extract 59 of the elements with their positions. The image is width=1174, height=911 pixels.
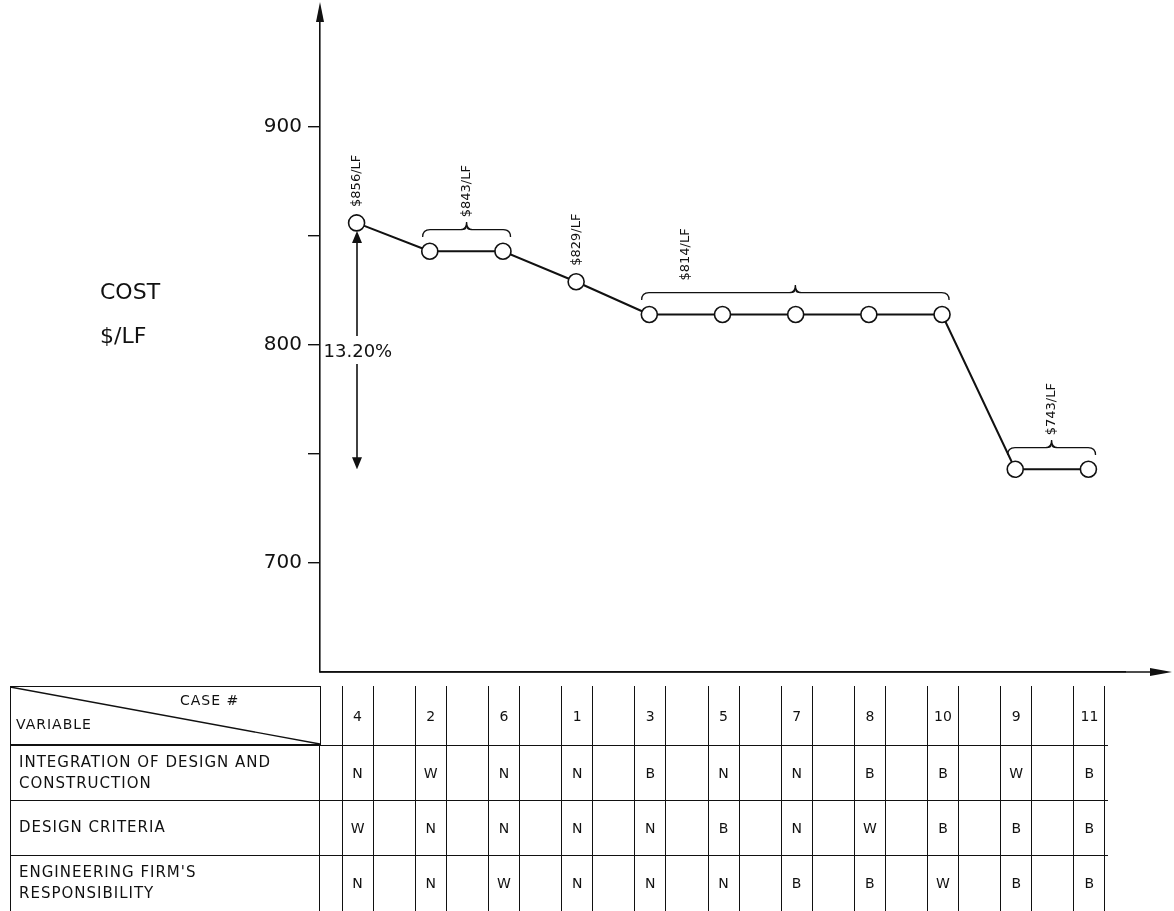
x-tick-label: 2 <box>414 686 447 745</box>
text: B <box>707 800 740 855</box>
text: B <box>1000 855 1033 911</box>
x-tick-label: 9 <box>1000 686 1033 745</box>
text: INTEGRATION OF DESIGN AND CONSTRUCTION <box>10 745 320 800</box>
y-tick-label: 800 <box>263 331 302 356</box>
data-label: $814/LF <box>677 228 693 281</box>
x-tick-label: 3 <box>634 686 667 745</box>
x-tick-label: 5 <box>707 686 740 745</box>
text: VARIABLE <box>16 716 92 732</box>
text: N <box>780 800 813 855</box>
text: W <box>853 800 886 855</box>
text: B <box>1073 745 1106 800</box>
data-label: $743/LF <box>1043 383 1059 436</box>
text: B <box>927 800 960 855</box>
text: N <box>780 745 813 800</box>
text: W <box>927 855 960 911</box>
text: N <box>487 800 520 855</box>
x-tick-label: 6 <box>487 686 520 745</box>
text: N <box>487 745 520 800</box>
text: ENGINEERING FIRM'S RESPONSIBILITY <box>10 855 320 911</box>
text: B <box>853 855 886 911</box>
text: N <box>561 800 594 855</box>
text: B <box>780 855 813 911</box>
text: B <box>853 745 886 800</box>
text: B <box>1000 800 1033 855</box>
text: N <box>341 745 374 800</box>
y-axis-title: COST $/LF <box>100 278 162 350</box>
text: B <box>1073 855 1106 911</box>
text: N <box>634 800 667 855</box>
text: N <box>414 800 447 855</box>
text: W <box>487 855 520 911</box>
data-label: $843/LF <box>457 165 473 218</box>
x-tick-label: 8 <box>853 686 886 745</box>
x-tick-label: 11 <box>1073 686 1106 745</box>
text: N <box>414 855 447 911</box>
text: N <box>634 855 667 911</box>
text: N <box>561 745 594 800</box>
text: W <box>1000 745 1033 800</box>
text: N <box>341 855 374 911</box>
text: N <box>561 855 594 911</box>
annotation: 13.20% <box>321 336 395 365</box>
data-label: $829/LF <box>567 213 583 266</box>
text: N <box>707 745 740 800</box>
text: B <box>634 745 667 800</box>
text: N <box>707 855 740 911</box>
text: W <box>414 745 447 800</box>
text: B <box>927 745 960 800</box>
data-label: $856/LF <box>347 154 363 207</box>
y-tick-label: 900 <box>263 113 302 138</box>
y-tick-label: 700 <box>263 549 302 574</box>
x-tick-label: 10 <box>927 686 960 745</box>
x-tick-label: 4 <box>341 686 374 745</box>
x-tick-label: 1 <box>561 686 594 745</box>
x-tick-label: 7 <box>780 686 813 745</box>
text: DESIGN CRITERIA <box>10 800 320 855</box>
text: B <box>1073 800 1106 855</box>
text: W <box>341 800 374 855</box>
text: CASE # <box>180 692 240 708</box>
